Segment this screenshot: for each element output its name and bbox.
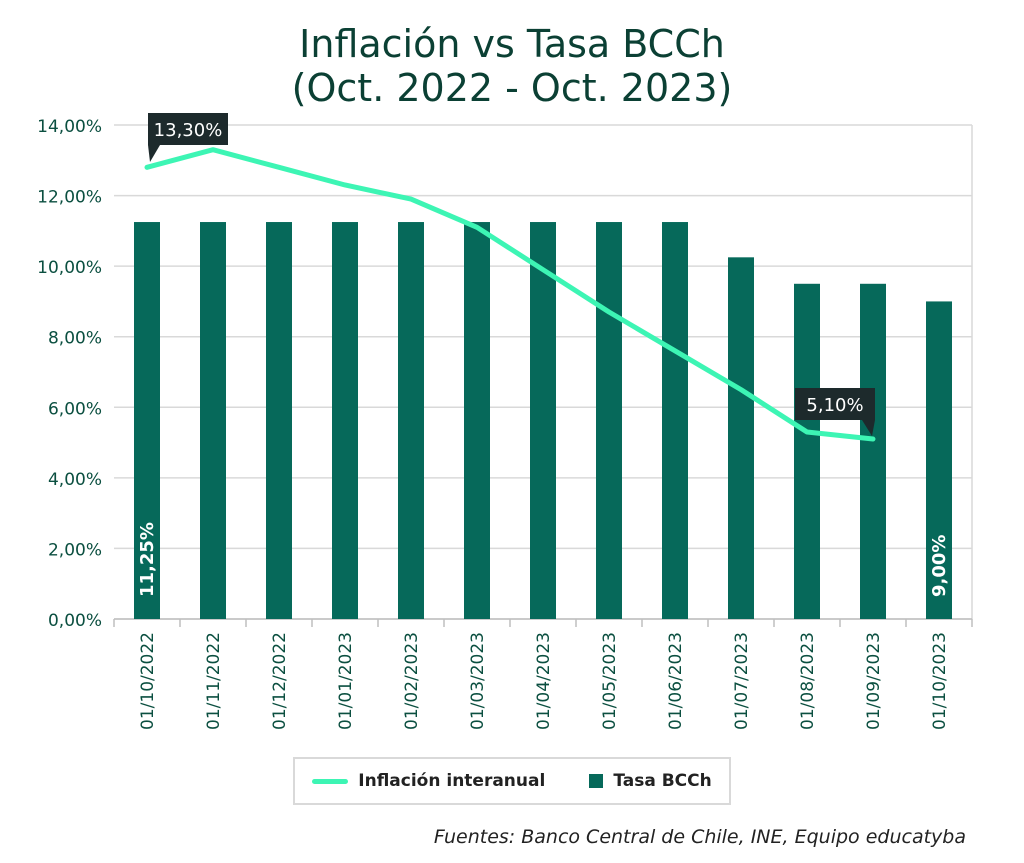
callout-box	[795, 388, 875, 420]
x-tick-label: 01/03/2023	[468, 632, 488, 730]
bar	[794, 283, 820, 619]
y-tick-label: 12,00%	[37, 188, 102, 208]
bar	[530, 222, 556, 620]
legend: Inflación interanual Tasa BCCh	[293, 757, 731, 805]
legend-label-rate: Tasa BCCh	[613, 771, 712, 791]
callout-box	[148, 113, 228, 145]
x-tick-label: 01/12/2022	[270, 632, 290, 730]
x-tick-label: 01/10/2023	[930, 632, 950, 730]
bar	[926, 301, 952, 619]
legend-line-swatch	[312, 778, 349, 784]
x-tick-label: 01/02/2023	[402, 632, 422, 730]
y-tick-label: 0,00%	[48, 611, 102, 631]
x-tick-label: 01/10/2022	[138, 632, 158, 730]
bar	[728, 257, 754, 619]
callout-pointer	[148, 145, 160, 162]
x-tick-label: 01/08/2023	[798, 632, 818, 730]
x-tick-label: 01/11/2022	[204, 632, 224, 730]
callout-pointer	[862, 420, 875, 436]
y-tick-label: 8,00%	[48, 329, 102, 349]
bar	[596, 222, 622, 620]
chart-title-line-2: (Oct. 2022 - Oct. 2023)	[291, 66, 733, 110]
callout-label: 5,10%	[806, 395, 863, 416]
x-tick-label: 01/07/2023	[732, 632, 752, 730]
bar	[464, 222, 490, 620]
x-tick-label: 01/04/2023	[534, 632, 554, 730]
bar	[134, 222, 160, 620]
x-tick-label: 01/06/2023	[666, 632, 686, 730]
y-tick-label: 4,00%	[48, 470, 102, 490]
bar	[398, 222, 424, 620]
y-tick-label: 14,00%	[37, 117, 102, 137]
inflation-line	[144, 147, 876, 442]
bar	[200, 222, 226, 620]
bar	[860, 283, 886, 619]
source-note: Fuentes: Banco Central de Chile, INE, Eq…	[433, 826, 966, 848]
legend-item-inflation: Inflación interanual	[312, 771, 545, 791]
chart-title: Inflación vs Tasa BCCh (Oct. 2022 - Oct.…	[0, 22, 1024, 110]
bar-data-label: 11,25%	[137, 522, 158, 597]
bar-data-label: 9,00%	[929, 535, 950, 597]
legend-bar-swatch	[589, 774, 604, 788]
bar	[662, 222, 688, 620]
x-tick-label: 01/09/2023	[864, 632, 884, 730]
x-tick-label: 01/05/2023	[600, 632, 620, 730]
legend-item-rate: Tasa BCCh	[589, 771, 712, 791]
bar	[332, 222, 358, 620]
chart-title-line-1: Inflación vs Tasa BCCh	[299, 22, 725, 66]
callout-label: 13,30%	[154, 120, 223, 141]
x-tick-label: 01/01/2023	[336, 632, 356, 730]
y-tick-label: 2,00%	[48, 540, 102, 560]
y-tick-label: 10,00%	[37, 258, 102, 278]
legend-label-inflation: Inflación interanual	[358, 771, 546, 791]
y-tick-label: 6,00%	[48, 399, 102, 419]
bar	[266, 222, 292, 620]
